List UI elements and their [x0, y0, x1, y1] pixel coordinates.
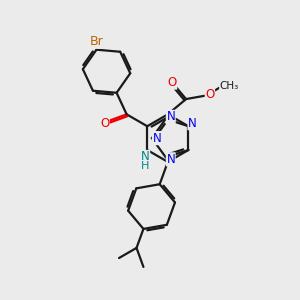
Text: N: N [141, 150, 150, 164]
Text: O: O [205, 88, 214, 101]
Text: O: O [100, 117, 109, 130]
Text: Br: Br [90, 35, 104, 48]
Text: H: H [141, 161, 149, 171]
Text: N: N [188, 117, 197, 130]
Text: N: N [167, 110, 175, 123]
Text: N: N [152, 132, 161, 145]
Text: CH₃: CH₃ [220, 81, 239, 91]
Text: N: N [167, 153, 175, 166]
Text: O: O [167, 76, 177, 89]
